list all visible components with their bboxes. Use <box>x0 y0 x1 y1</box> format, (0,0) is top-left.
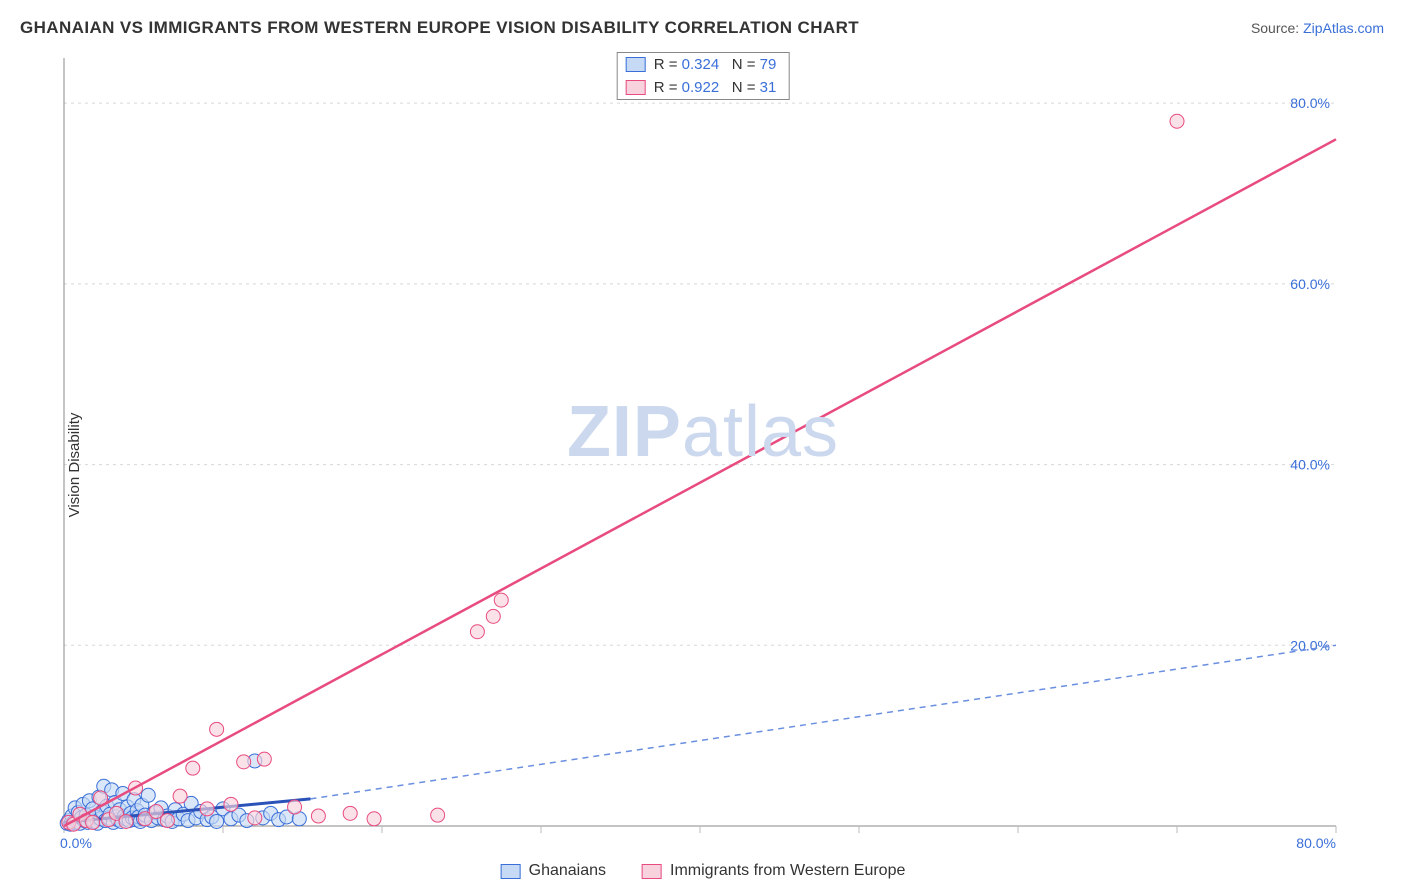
legend-swatch <box>626 57 646 72</box>
source-prefix: Source: <box>1251 20 1303 36</box>
svg-text:0.0%: 0.0% <box>60 835 92 851</box>
svg-text:80.0%: 80.0% <box>1290 95 1330 111</box>
legend-series-item: Ghanaians <box>501 862 606 880</box>
legend-swatch <box>626 80 646 95</box>
source-link[interactable]: ZipAtlas.com <box>1303 20 1384 36</box>
chart-title: GHANAIAN VS IMMIGRANTS FROM WESTERN EURO… <box>20 18 859 38</box>
legend-stats-text: R = 0.324 N = 79 <box>654 56 777 73</box>
chart-container: Vision Disability ZIPatlas 20.0%40.0%60.… <box>20 50 1386 880</box>
y-axis-label: Vision Disability <box>66 413 83 518</box>
legend-series: Ghanaians Immigrants from Western Europe <box>501 862 906 880</box>
legend-stats-row: R = 0.922 N = 31 <box>618 76 789 99</box>
legend-series-label: Immigrants from Western Europe <box>670 862 905 880</box>
svg-text:60.0%: 60.0% <box>1290 276 1330 292</box>
legend-stats-row: R = 0.324 N = 79 <box>618 53 789 76</box>
legend-series-item: Immigrants from Western Europe <box>642 862 905 880</box>
chart-svg: 20.0% 40.0% 60.0% 80.0% 0.0% 80.0% <box>20 50 1386 880</box>
source-attribution: Source: ZipAtlas.com <box>1251 20 1384 36</box>
legend-stats-text: R = 0.922 N = 31 <box>654 79 777 96</box>
legend-swatch <box>501 864 521 879</box>
svg-text:20.0%: 20.0% <box>1290 637 1330 653</box>
legend-swatch <box>642 864 662 879</box>
legend-series-label: Ghanaians <box>529 862 606 880</box>
svg-text:80.0%: 80.0% <box>1296 835 1336 851</box>
legend-stats: R = 0.324 N = 79 R = 0.922 N = 31 <box>617 52 790 100</box>
svg-text:40.0%: 40.0% <box>1290 457 1330 473</box>
